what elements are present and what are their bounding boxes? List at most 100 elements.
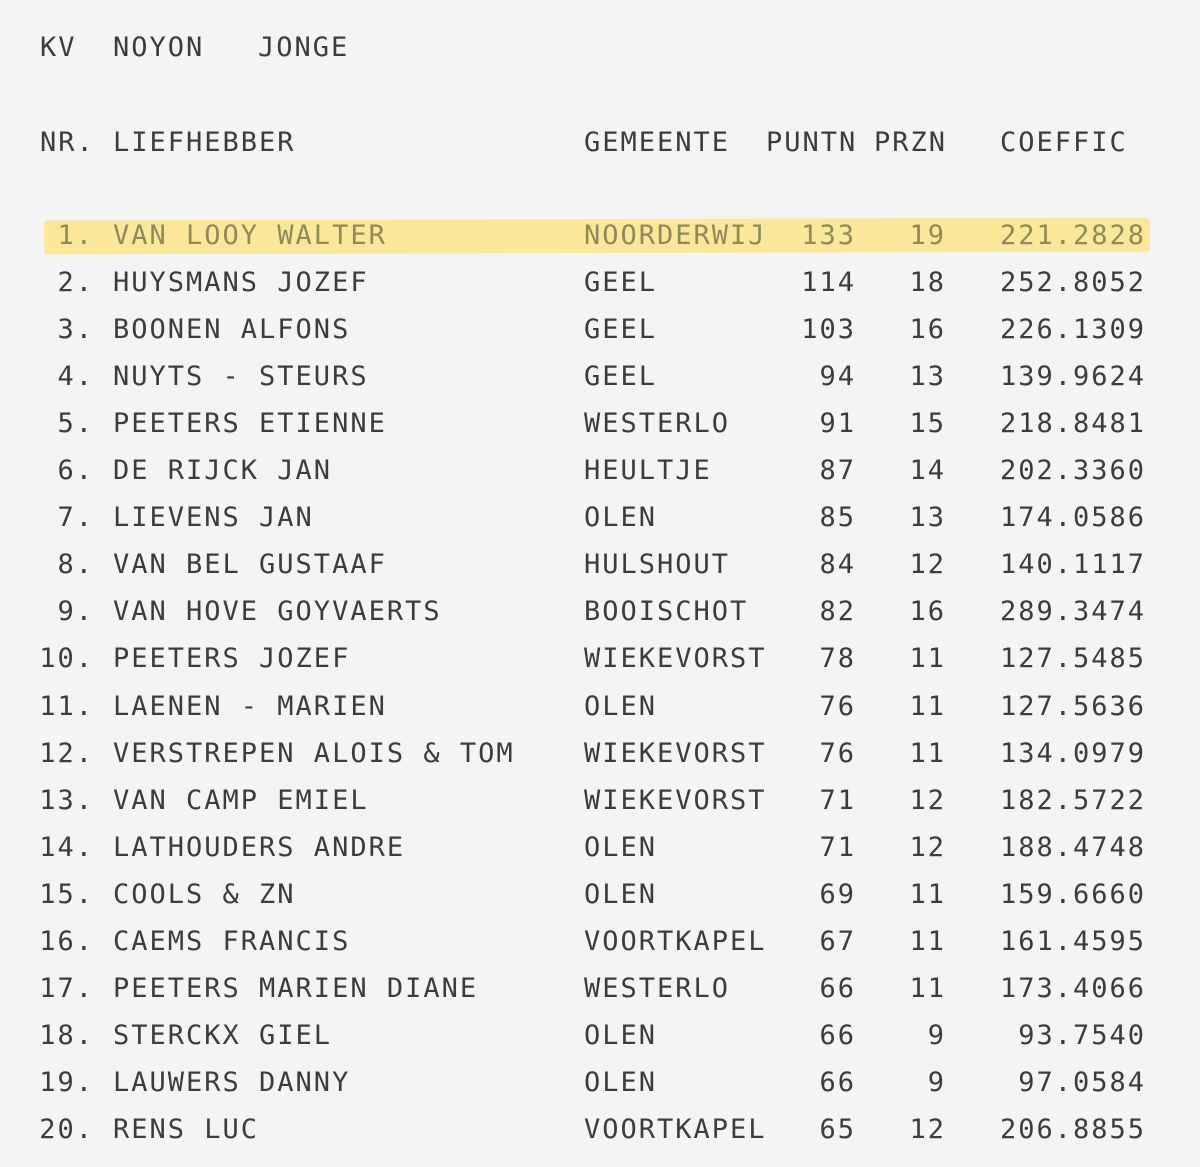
row-nr: 1.	[57, 220, 94, 251]
row-points: 66	[819, 1066, 856, 1098]
row-name: STERCKX GIEL	[113, 1019, 333, 1051]
row-town: VOORTKAPEL	[584, 925, 767, 957]
row-points: 85	[819, 502, 856, 534]
row-prizes: 9	[927, 1066, 946, 1098]
row-coefficient: 221.2828	[999, 220, 1146, 251]
row-points: 71	[819, 831, 856, 863]
row-name: VAN CAMP EMIEL	[113, 784, 369, 816]
row-prizes: 11	[909, 737, 946, 769]
row-name: PEETERS JOZEF	[113, 643, 351, 675]
row-coefficient: 206.8855	[999, 1113, 1146, 1145]
row-coefficient: 93.7540	[1018, 1019, 1146, 1051]
row-coefficient: 218.8481	[999, 408, 1146, 440]
row-prizes: 19	[909, 220, 946, 251]
row-town: WESTERLO	[584, 408, 731, 440]
row-points: 76	[819, 690, 856, 722]
row-name: VAN BEL GUSTAAF	[113, 549, 387, 581]
row-prizes: 9	[927, 1019, 946, 1051]
row-name: LAENEN - MARIEN	[113, 690, 387, 722]
row-points: 91	[819, 408, 856, 440]
header-town: GEMEENTE	[584, 127, 731, 158]
category-label: JONGE	[258, 32, 350, 63]
row-prizes: 11	[909, 643, 946, 675]
row-coefficient: 173.4066	[999, 972, 1146, 1004]
row-nr: 11.	[39, 690, 94, 722]
row-nr: 8.	[57, 549, 94, 581]
row-name: LAUWERS DANNY	[113, 1066, 351, 1098]
row-prizes: 12	[909, 1113, 946, 1145]
row-nr: 5.	[57, 408, 94, 440]
row-prizes: 14	[909, 455, 946, 487]
row-town: WESTERLO	[584, 972, 731, 1004]
row-points: 69	[819, 878, 856, 910]
row-coefficient: 188.4748	[999, 831, 1146, 863]
header-prizes: PRZN	[874, 127, 948, 158]
row-coefficient: 174.0586	[999, 502, 1146, 534]
row-nr: 3.	[57, 314, 94, 346]
row-name: PEETERS MARIEN DIANE	[113, 972, 479, 1004]
row-name: CAEMS FRANCIS	[113, 925, 351, 957]
row-nr: 2.	[57, 267, 94, 299]
row-nr: 17.	[39, 972, 94, 1004]
row-prizes: 11	[909, 972, 946, 1004]
row-points: 103	[801, 314, 856, 346]
row-points: 87	[819, 455, 856, 487]
row-town: GEEL	[584, 267, 658, 299]
row-name: VAN HOVE GOYVAERTS	[113, 596, 442, 628]
row-prizes: 12	[909, 549, 946, 581]
row-coefficient: 289.3474	[999, 596, 1146, 628]
row-points: 82	[819, 596, 856, 628]
row-points: 78	[819, 643, 856, 675]
row-points: 94	[819, 361, 856, 393]
row-points: 133	[801, 220, 856, 251]
row-prizes: 18	[909, 267, 946, 299]
row-points: 76	[819, 737, 856, 769]
row-town: OLEN	[584, 1066, 658, 1098]
row-points: 67	[819, 925, 856, 957]
row-coefficient: 161.4595	[999, 925, 1146, 957]
row-coefficient: 226.1309	[999, 314, 1146, 346]
row-name: VAN LOOY WALTER	[113, 220, 387, 251]
race-label: NOYON	[113, 32, 205, 63]
row-points: 71	[819, 784, 856, 816]
row-prizes: 13	[909, 502, 946, 534]
row-nr: 12.	[39, 737, 94, 769]
row-name: HUYSMANS JOZEF	[113, 267, 369, 299]
row-town: WIEKEVORST	[584, 737, 767, 769]
row-points: 66	[819, 972, 856, 1004]
row-coefficient: 140.1117	[999, 549, 1146, 581]
club-label: KV	[40, 32, 77, 63]
row-prizes: 11	[909, 690, 946, 722]
row-name: BOONEN ALFONS	[113, 314, 351, 346]
row-prizes: 13	[909, 361, 946, 393]
row-coefficient: 127.5485	[999, 643, 1146, 675]
row-town: OLEN	[584, 1019, 658, 1051]
row-name: LATHOUDERS ANDRE	[113, 831, 406, 863]
row-prizes: 16	[909, 596, 946, 628]
row-name: RENS LUC	[113, 1113, 260, 1145]
header-nr: NR.	[40, 127, 95, 158]
row-nr: 7.	[57, 502, 94, 534]
row-name: NUYTS - STEURS	[113, 361, 369, 393]
row-town: HULSHOUT	[584, 549, 731, 581]
row-coefficient: 139.9624	[999, 361, 1146, 393]
row-coefficient: 182.5722	[999, 784, 1146, 816]
row-prizes: 11	[909, 925, 946, 957]
row-name: DE RIJCK JAN	[113, 455, 333, 487]
row-prizes: 12	[909, 784, 946, 816]
row-town: WIEKEVORST	[584, 784, 767, 816]
header-coefficient: COEFFIC	[1000, 127, 1128, 158]
row-nr: 4.	[57, 361, 94, 393]
row-nr: 9.	[57, 596, 94, 628]
row-prizes: 12	[909, 831, 946, 863]
row-points: 114	[801, 267, 856, 299]
row-nr: 14.	[39, 831, 94, 863]
row-coefficient: 202.3360	[999, 455, 1146, 487]
row-town: OLEN	[584, 690, 658, 722]
row-nr: 10.	[39, 643, 94, 675]
row-nr: 13.	[39, 784, 94, 816]
row-town: BOOISCHOT	[584, 596, 749, 628]
row-town: OLEN	[584, 831, 658, 863]
row-nr: 16.	[39, 925, 94, 957]
row-town: OLEN	[584, 878, 658, 910]
